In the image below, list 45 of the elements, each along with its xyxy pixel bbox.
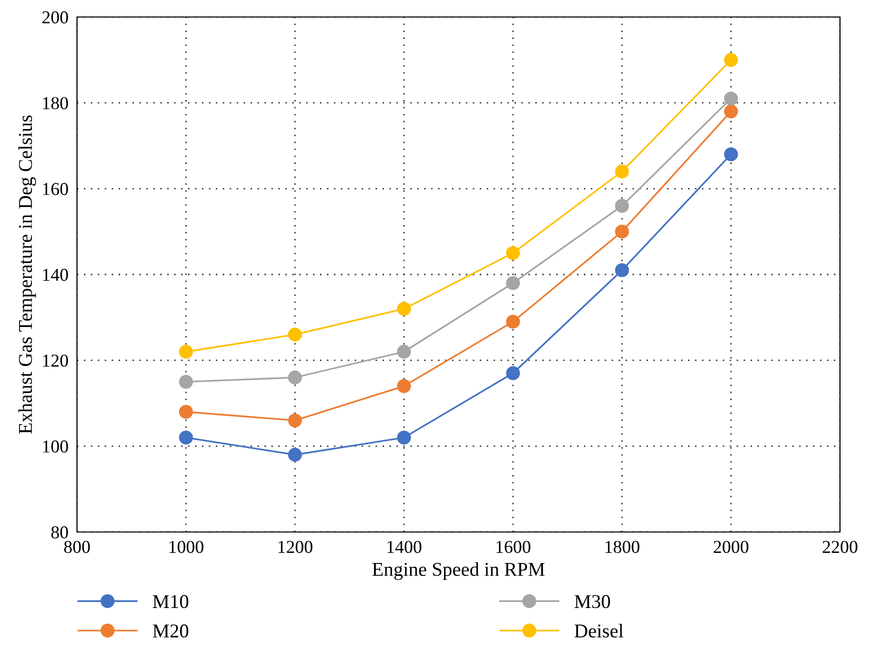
point bbox=[397, 344, 411, 359]
point bbox=[615, 164, 629, 178]
y-tick-label: 100 bbox=[43, 440, 68, 453]
point bbox=[615, 263, 629, 278]
x-tick-label: 2000 bbox=[714, 540, 748, 554]
x-tick-label: 1600 bbox=[496, 540, 530, 554]
point bbox=[506, 276, 520, 290]
y-tick-label: 120 bbox=[43, 354, 68, 367]
legend-label: M30 bbox=[574, 595, 610, 608]
point bbox=[506, 314, 520, 329]
point bbox=[179, 404, 193, 419]
y-tick-label: 200 bbox=[42, 11, 68, 24]
x-tick-label: 1800 bbox=[606, 540, 640, 554]
point bbox=[288, 370, 302, 384]
point bbox=[179, 344, 193, 359]
point bbox=[506, 246, 520, 260]
point bbox=[179, 374, 193, 389]
x-axis-title: Engine Speed in RPM bbox=[372, 562, 545, 580]
point bbox=[615, 224, 629, 239]
x-tick-label: 1200 bbox=[278, 540, 312, 554]
y-tick-label: 180 bbox=[43, 97, 68, 110]
y-tick-label: 80 bbox=[51, 526, 68, 538]
x-tick-label: 800 bbox=[64, 540, 90, 554]
x-tick-label: 2200 bbox=[822, 540, 858, 554]
point bbox=[288, 448, 302, 462]
point bbox=[397, 302, 411, 316]
point bbox=[724, 52, 738, 67]
point bbox=[724, 104, 738, 118]
point bbox=[397, 430, 411, 445]
point bbox=[288, 328, 302, 342]
point bbox=[397, 379, 411, 394]
point bbox=[724, 92, 738, 106]
point bbox=[724, 147, 738, 162]
y-tick-label: 160 bbox=[43, 182, 68, 196]
y-axis-title: Exhaust Gas Temperature in Deg Celsius bbox=[18, 115, 36, 434]
y-tick-label: 140 bbox=[43, 268, 68, 281]
point bbox=[288, 413, 302, 428]
point bbox=[506, 366, 520, 380]
legend-label: Deisel bbox=[574, 624, 624, 638]
legend-label: M20 bbox=[152, 624, 188, 638]
point bbox=[179, 430, 193, 445]
x-tick-label: 1400 bbox=[388, 540, 422, 554]
point bbox=[615, 198, 629, 213]
legend-label: M10 bbox=[152, 595, 188, 608]
x-tick-label: 1000 bbox=[170, 540, 204, 554]
